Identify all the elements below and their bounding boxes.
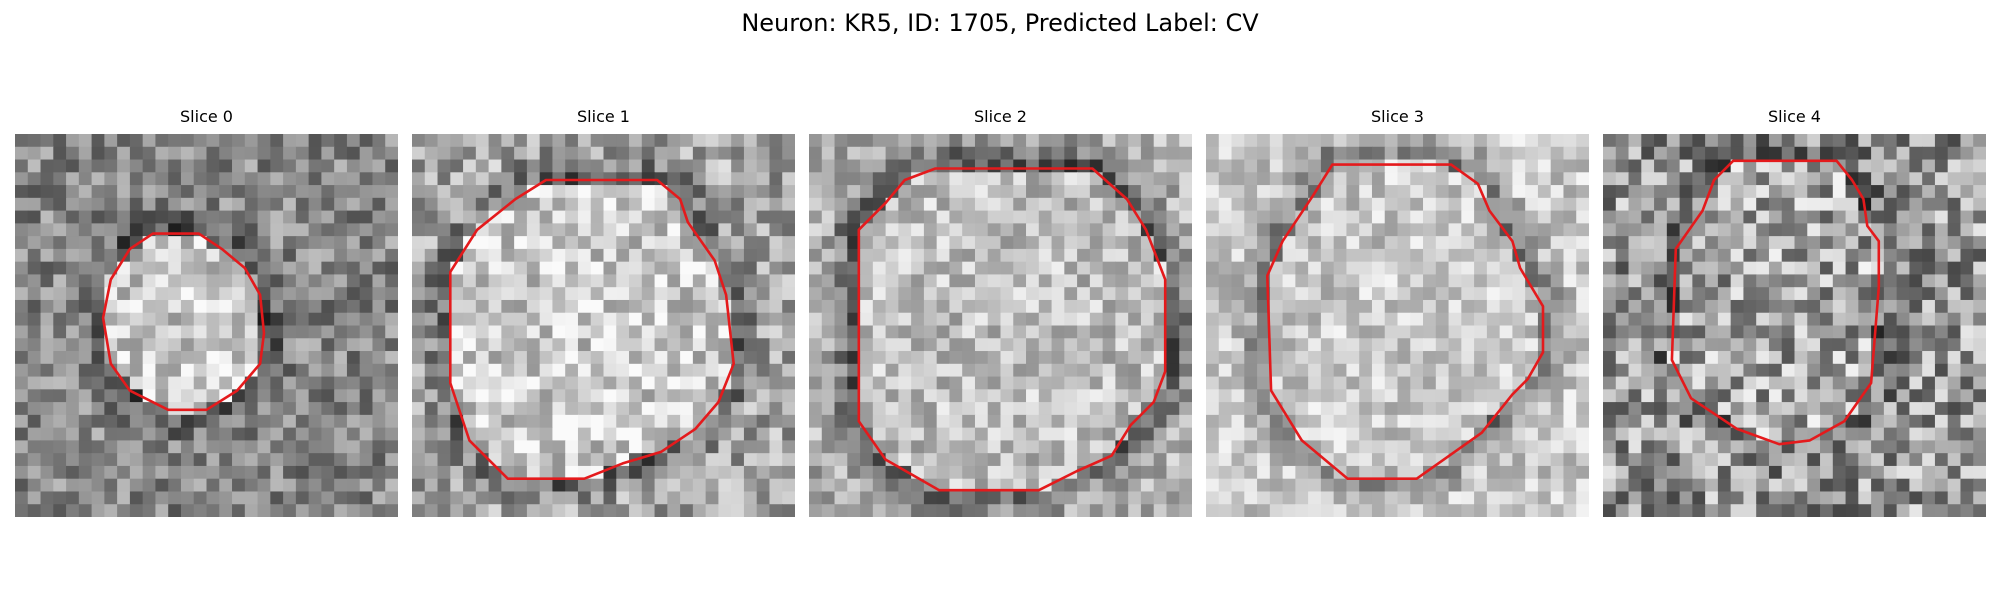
- slice-title: Slice 3: [1371, 107, 1424, 126]
- slice-image: [809, 134, 1192, 517]
- slice-title: Slice 4: [1768, 107, 1821, 126]
- figure-title: Neuron: KR5, ID: 1705, Predicted Label: …: [741, 9, 1259, 37]
- contour-outline: [857, 167, 1167, 492]
- contour-outline: [101, 232, 266, 412]
- slice-title: Slice 0: [180, 107, 233, 126]
- slice-title: Slice 2: [974, 107, 1027, 126]
- slice-image: [1206, 134, 1589, 517]
- contour-outline: [448, 178, 736, 481]
- contour-outline: [1265, 163, 1545, 481]
- slice-title: Slice 1: [577, 107, 630, 126]
- slice-image: [412, 134, 795, 517]
- contour-outline: [1670, 159, 1881, 446]
- slice-image: [1603, 134, 1986, 517]
- slice-image: [15, 134, 398, 517]
